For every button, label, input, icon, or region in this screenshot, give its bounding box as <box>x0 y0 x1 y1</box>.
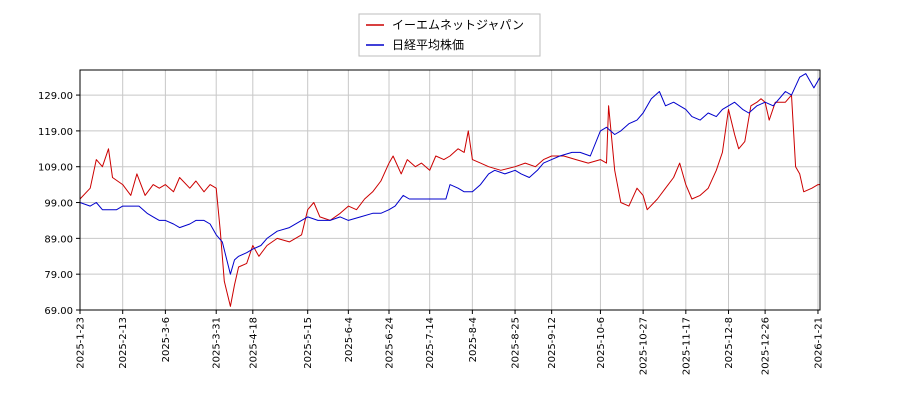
x-tick-label: 2025-12-26 <box>761 317 772 375</box>
y-tick-label: 109.00 <box>38 163 73 174</box>
x-tick-label: 2025-3-6 <box>161 317 172 362</box>
axis-ticks: 69.00 79.00 89.00 99.00 109.00 119.00 129.00 20… <box>38 91 824 375</box>
x-tick-label: 2025-8-4 <box>468 317 479 362</box>
legend: イーエムネットジャパン 日経平均株価 <box>358 13 541 57</box>
x-tick-label: 2025-4-18 <box>248 317 259 369</box>
x-tick-label: 2025-11-17 <box>681 317 692 375</box>
y-tick-label: 119.00 <box>38 127 73 138</box>
x-tick-label: 2025-10-27 <box>639 317 650 375</box>
x-tick-label: 2026-1-21 <box>813 317 824 369</box>
legend-box <box>358 13 541 57</box>
y-tick-label: 69.00 <box>44 306 73 317</box>
x-tick-label: 2025-5-15 <box>303 317 314 369</box>
series-lines <box>79 73 821 307</box>
legend-label-nikkei-225: 日経平均株価 <box>392 37 464 52</box>
legend-label-em-net-japan: イーエムネットジャパン <box>392 18 524 32</box>
grid-lines <box>79 70 820 311</box>
series-line-em-net-japan <box>79 94 820 307</box>
x-tick-label: 2025-6-4 <box>344 317 355 362</box>
x-tick-label: 2025-7-14 <box>425 317 436 369</box>
x-tick-label: 2025-12-8 <box>724 317 735 369</box>
y-tick-label: 79.00 <box>44 270 73 281</box>
x-tick-label: 2025-6-24 <box>385 317 396 369</box>
x-tick-label: 2025-1-23 <box>76 317 87 369</box>
series-line-nikkei-225 <box>79 73 821 275</box>
x-tick-label: 2025-9-12 <box>547 317 558 369</box>
x-tick-label: 2025-10-6 <box>596 317 607 369</box>
x-tick-label: 2025-3-31 <box>212 317 223 369</box>
x-tick-label: 2025-8-25 <box>511 317 522 369</box>
y-tick-label: 129.00 <box>38 91 73 102</box>
y-tick-label: 99.00 <box>44 199 73 210</box>
x-tick-label: 2025-2-13 <box>118 317 129 369</box>
plot-frame <box>79 69 821 311</box>
y-tick-label: 89.00 <box>44 234 73 245</box>
